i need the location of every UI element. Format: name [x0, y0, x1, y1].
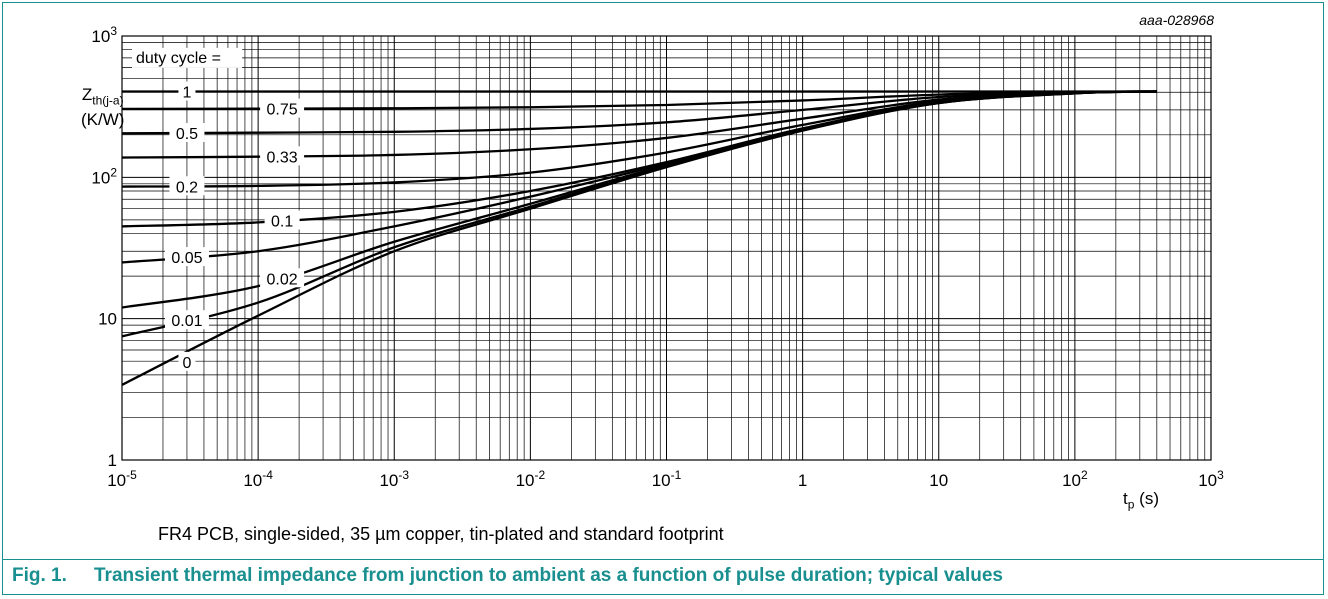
- series-label: 0: [182, 355, 191, 372]
- x-axis-label: tp (s): [1123, 489, 1159, 511]
- caption-text: Transient thermal impedance from junctio…: [94, 565, 1003, 586]
- x-tick-exponent: -1: [671, 468, 682, 482]
- x-tick-label: 10-3: [379, 468, 409, 490]
- series-label: 0.5: [176, 126, 198, 143]
- series-label-bg: [169, 176, 205, 196]
- x-tick-label: 102: [1062, 468, 1088, 490]
- x-tick-label: 10-4: [243, 468, 273, 490]
- y-tick-label: 103: [91, 24, 117, 46]
- figure-note: FR4 PCB, single-sided, 35 µm copper, tin…: [158, 524, 724, 544]
- x-tick-exponent: -4: [262, 468, 273, 482]
- x-tick-exponent: 3: [1217, 468, 1224, 482]
- series-label-bg: [260, 98, 305, 118]
- x-axis-subscript: p: [1127, 497, 1135, 512]
- caption-number: Fig. 1.: [12, 565, 67, 586]
- series-label-bg: [264, 210, 300, 230]
- x-tick-label: 1: [798, 471, 807, 490]
- y-tick-label: 102: [91, 165, 117, 187]
- series-label-bg: [260, 146, 305, 166]
- legend-title-bg: [132, 47, 242, 68]
- x-axis-unit: (s): [1139, 489, 1159, 508]
- series-label-bg: [169, 122, 205, 142]
- x-tick-exponent: -3: [398, 468, 409, 482]
- series-line-0: [121, 90, 1157, 386]
- series-label-bg: [164, 310, 209, 330]
- x-tick-exponent: -2: [535, 468, 546, 482]
- y-tick-exponent: 3: [110, 24, 117, 38]
- y-axis-symbol: Z: [81, 85, 93, 104]
- series-label-bg: [260, 268, 305, 288]
- series-label-bg: [178, 81, 196, 101]
- x-tick-label: 10-5: [107, 468, 137, 490]
- y-tick-label: 10: [98, 310, 117, 329]
- legend-title: duty cycle =: [136, 50, 221, 67]
- y-tick-exponent: 2: [110, 165, 117, 179]
- series-label: 0.05: [171, 250, 202, 267]
- x-tick-exponent: -5: [126, 468, 137, 482]
- y-axis-unit: (K/W): [81, 110, 125, 130]
- series-label-bg: [164, 247, 209, 267]
- x-tick-label: 10-1: [652, 468, 682, 490]
- series-label: 0.1: [271, 214, 293, 231]
- figure-code: aaa-028968: [1139, 12, 1214, 28]
- y-axis-label: Zth(j-a) (K/W): [81, 85, 124, 129]
- y-tick-label: 1: [108, 451, 117, 470]
- series-label: 0.02: [267, 271, 298, 288]
- thermal-impedance-chart: 10-5 10-4 10-3 10-2 10-1 1 10 102 103110102103du…: [91, 24, 1224, 490]
- plot-border: [121, 35, 1212, 461]
- series-label: 1: [182, 84, 191, 101]
- caption-divider: [2, 559, 1324, 560]
- y-axis-subscript: th(j-a): [92, 93, 124, 108]
- series-label: 0.01: [171, 313, 202, 330]
- series-label: 0.75: [267, 102, 298, 119]
- x-axis-symbol: t: [1123, 489, 1128, 508]
- x-tick-label: 10: [929, 471, 948, 490]
- series-label: 0.33: [267, 149, 298, 166]
- series-label: 0.2: [176, 179, 198, 196]
- x-tick-label: 10-2: [516, 468, 546, 490]
- x-tick-exponent: 2: [1081, 468, 1088, 482]
- x-tick-label: 103: [1198, 468, 1224, 490]
- series-label-bg: [178, 351, 196, 371]
- figure-caption: Fig. 1. Transient thermal impedance from …: [12, 565, 1003, 587]
